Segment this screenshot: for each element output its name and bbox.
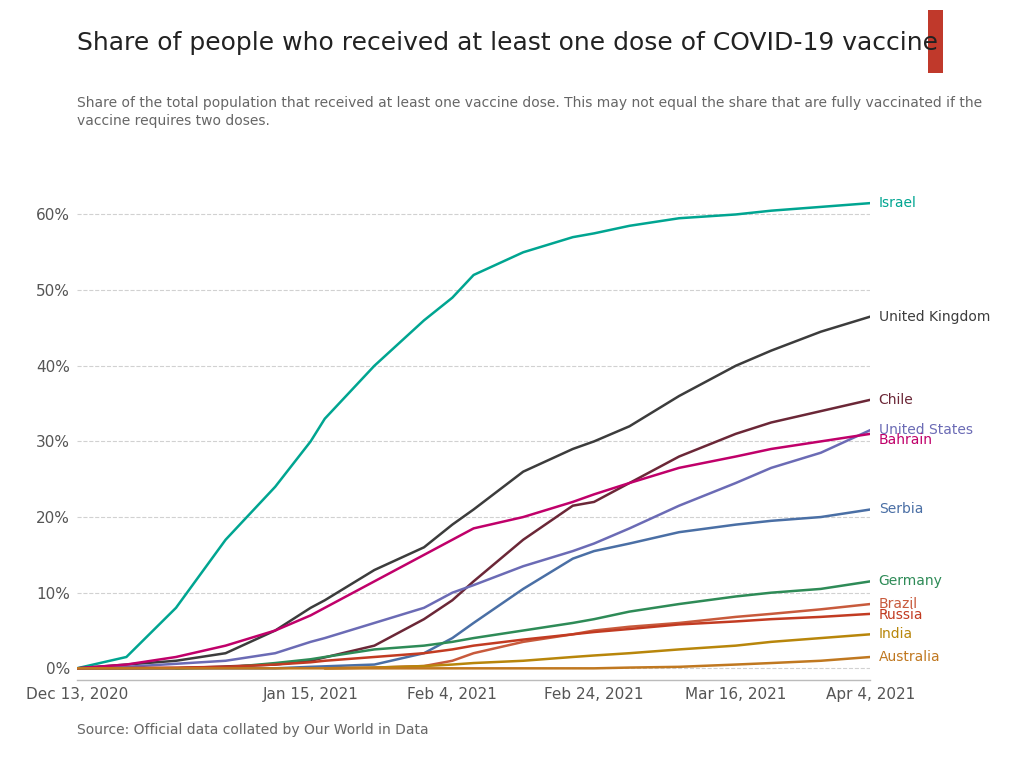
Text: United Kingdom: United Kingdom	[879, 310, 990, 323]
Text: United States: United States	[879, 423, 973, 437]
Text: Germany: Germany	[879, 574, 943, 588]
Text: Israel: Israel	[879, 196, 916, 210]
Text: Share of the total population that received at least one vaccine dose. This may : Share of the total population that recei…	[77, 96, 982, 128]
Text: Chile: Chile	[879, 392, 913, 407]
Text: India: India	[879, 627, 912, 641]
Text: Australia: Australia	[879, 650, 940, 664]
Bar	[928, 10, 943, 73]
Text: Brazil: Brazil	[879, 597, 918, 611]
Text: Source: Official data collated by Our World in Data: Source: Official data collated by Our Wo…	[77, 723, 428, 737]
Text: Serbia: Serbia	[879, 502, 923, 516]
Text: Our W
in D: Our W in D	[958, 30, 994, 53]
Text: Russia: Russia	[879, 608, 924, 622]
Text: Share of people who received at least one dose of COVID-19 vaccine: Share of people who received at least on…	[77, 31, 938, 55]
Text: Bahrain: Bahrain	[879, 433, 933, 447]
